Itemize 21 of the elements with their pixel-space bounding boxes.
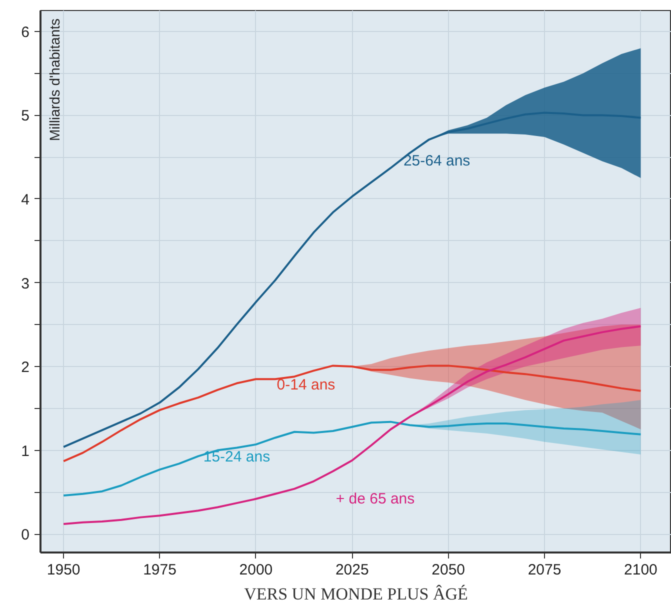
series-label: + de 65 ans bbox=[336, 490, 415, 508]
y-tick-label: 0 bbox=[21, 526, 30, 544]
x-tick-label: 2000 bbox=[239, 562, 273, 578]
x-tick-label: 2025 bbox=[335, 562, 369, 578]
series-label: 0-14 ans bbox=[276, 376, 336, 394]
y-axis-title: Milliards d'habitants bbox=[46, 18, 62, 142]
y-tick-label: 4 bbox=[21, 191, 30, 208]
x-tick-label: 1950 bbox=[46, 562, 80, 578]
x-tick-label: 2050 bbox=[432, 562, 466, 578]
y-tick-label: 5 bbox=[21, 108, 30, 125]
x-tick-label: 2100 bbox=[624, 562, 658, 578]
line-series bbox=[62, 325, 642, 526]
y-tick-label: 3 bbox=[21, 275, 30, 292]
line-series bbox=[62, 364, 642, 462]
y-tick-label: 6 bbox=[21, 24, 30, 41]
y-tick-label: 1 bbox=[21, 442, 30, 460]
x-tick-label: 1975 bbox=[143, 562, 176, 578]
y-tick-label: 2 bbox=[21, 359, 30, 376]
x-tick-label: 2075 bbox=[528, 562, 562, 578]
series-label: 25-64 ans bbox=[403, 152, 470, 170]
text: VERS UN MONDE PLUS ÂGÉ bbox=[244, 584, 468, 604]
